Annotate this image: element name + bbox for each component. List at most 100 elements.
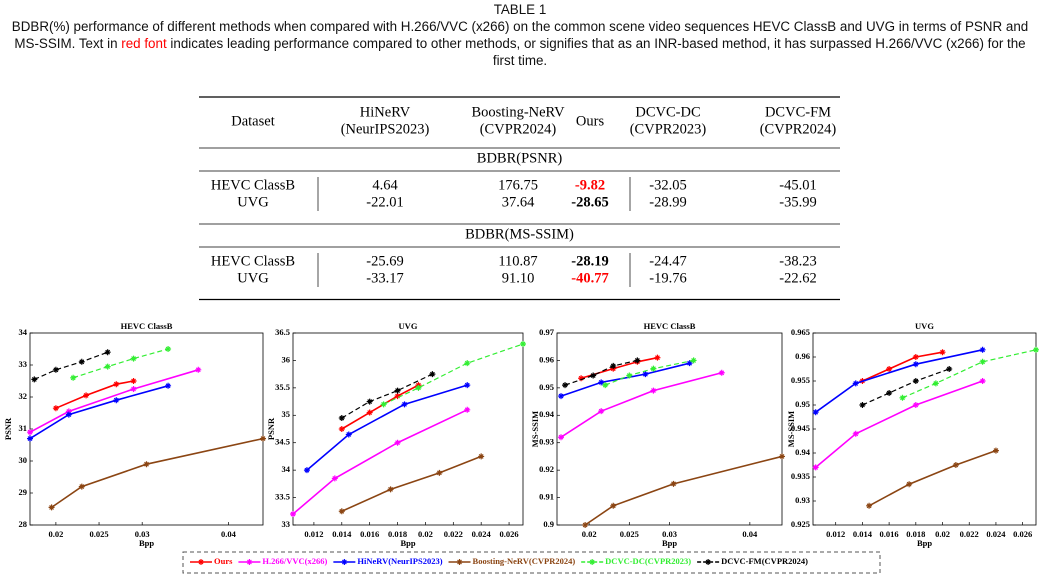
y-tick-label: 33 bbox=[19, 359, 28, 369]
marker bbox=[582, 522, 589, 528]
y-tick-label: 31 bbox=[19, 423, 28, 433]
marker bbox=[992, 447, 999, 454]
column-header: Boosting-NeRV bbox=[471, 104, 565, 120]
marker bbox=[939, 349, 946, 356]
x-tick-label: 0.02 bbox=[582, 529, 597, 539]
marker bbox=[886, 366, 893, 372]
marker bbox=[345, 431, 352, 438]
marker bbox=[812, 464, 819, 471]
table-cell: HEVC ClassB bbox=[211, 177, 295, 193]
marker bbox=[260, 435, 266, 442]
column-header: DCVC-FM bbox=[765, 104, 831, 120]
series-line bbox=[29, 385, 169, 440]
marker bbox=[130, 386, 137, 392]
x-tick-label: 0.03 bbox=[135, 529, 150, 539]
marker bbox=[143, 461, 150, 468]
x-tick-label: 0.024 bbox=[472, 529, 492, 539]
marker bbox=[979, 378, 986, 384]
y-tick-label: 0.95 bbox=[795, 399, 810, 409]
x-tick-label: 0.014 bbox=[332, 529, 352, 539]
caption-end: indicates leading performance compared t… bbox=[166, 36, 1026, 68]
marker bbox=[429, 371, 436, 378]
table: DatasetHiNeRV(NeurIPS2023)Boosting-NeRV(… bbox=[199, 96, 840, 301]
marker bbox=[899, 394, 906, 401]
column-header: (NeurIPS2023) bbox=[341, 121, 430, 137]
marker bbox=[366, 398, 373, 405]
table-cell: 37.64 bbox=[502, 194, 535, 210]
y-tick-label: 0.94 bbox=[539, 409, 555, 419]
table-cell: -28.65 bbox=[571, 194, 608, 210]
marker bbox=[852, 380, 859, 387]
series-line bbox=[604, 359, 694, 386]
x-axis-label: Bpp bbox=[662, 538, 677, 548]
y-tick-label: 33.5 bbox=[275, 492, 290, 502]
y-tick-label: 0.93 bbox=[539, 437, 554, 447]
marker bbox=[912, 378, 919, 384]
legend: Ours H.266/VVC(x266) HiNeRV(NeurIPS2023) Bo… bbox=[190, 556, 808, 566]
marker bbox=[165, 346, 172, 352]
table-cell: 4.64 bbox=[372, 177, 398, 193]
series-line bbox=[51, 437, 264, 509]
legend-label: Ours bbox=[214, 556, 233, 566]
y-tick-label: 35 bbox=[282, 409, 291, 419]
caption-body: BDBR(%) performance of different methods… bbox=[11, 19, 1029, 51]
marker bbox=[464, 382, 471, 389]
caption-highlight: red font bbox=[121, 36, 167, 51]
caption-label: TABLE 1 bbox=[493, 2, 547, 17]
marker bbox=[866, 502, 873, 509]
column-header: HiNeRV bbox=[360, 104, 411, 120]
x-tick-label: 0.016 bbox=[360, 529, 379, 539]
table-cell: -33.17 bbox=[366, 270, 403, 286]
marker bbox=[456, 559, 463, 565]
section-title: BDBR(MS-SSIM) bbox=[465, 226, 574, 242]
x-tick-label: 0.016 bbox=[880, 529, 899, 539]
marker bbox=[912, 354, 919, 360]
legend-label: DCVC-DC(CVPR2023) bbox=[605, 556, 691, 566]
y-tick-label: 34 bbox=[19, 327, 28, 337]
marker bbox=[104, 363, 111, 370]
series-line bbox=[862, 351, 943, 382]
marker bbox=[705, 559, 712, 565]
series-line bbox=[341, 455, 482, 513]
marker bbox=[690, 357, 697, 364]
marker bbox=[654, 354, 661, 361]
marker bbox=[303, 467, 310, 474]
series-line bbox=[862, 368, 950, 406]
marker bbox=[946, 366, 953, 372]
series-line bbox=[341, 373, 433, 419]
marker bbox=[165, 382, 172, 389]
table-cell: -24.47 bbox=[649, 253, 686, 269]
marker bbox=[886, 390, 893, 396]
marker bbox=[401, 401, 408, 408]
series-line bbox=[34, 351, 108, 380]
marker bbox=[394, 387, 401, 394]
x-tick-label: 0.04 bbox=[221, 529, 237, 539]
marker bbox=[602, 382, 609, 389]
legend-label: Boosting-NeRV(CVPR2024) bbox=[473, 556, 576, 566]
y-tick-label: 0.96 bbox=[539, 354, 554, 364]
y-tick-label: 34.5 bbox=[275, 437, 290, 447]
series-line bbox=[306, 384, 468, 471]
y-tick-label: 0.945 bbox=[791, 423, 810, 433]
x-tick-label: 0.014 bbox=[853, 529, 873, 539]
x-tick-label: 0.018 bbox=[906, 529, 925, 539]
section-title: BDBR(PSNR) bbox=[477, 150, 563, 166]
y-tick-label: 0.925 bbox=[791, 519, 810, 529]
marker bbox=[626, 372, 633, 379]
column-header: Dataset bbox=[231, 113, 274, 129]
x-axis-label: Bpp bbox=[139, 538, 154, 548]
marker bbox=[642, 371, 649, 378]
marker bbox=[558, 434, 565, 441]
marker bbox=[48, 504, 55, 511]
table-cell: -32.05 bbox=[649, 177, 686, 193]
marker bbox=[906, 481, 913, 488]
y-tick-label: 0.965 bbox=[791, 327, 810, 337]
series-line bbox=[292, 409, 468, 515]
marker bbox=[610, 502, 617, 509]
table-cell: -38.23 bbox=[779, 253, 816, 269]
table-cell: -19.76 bbox=[649, 270, 686, 286]
y-tick-label: 29 bbox=[19, 487, 28, 497]
marker bbox=[650, 387, 657, 394]
x-tick-label: 0.018 bbox=[388, 529, 407, 539]
